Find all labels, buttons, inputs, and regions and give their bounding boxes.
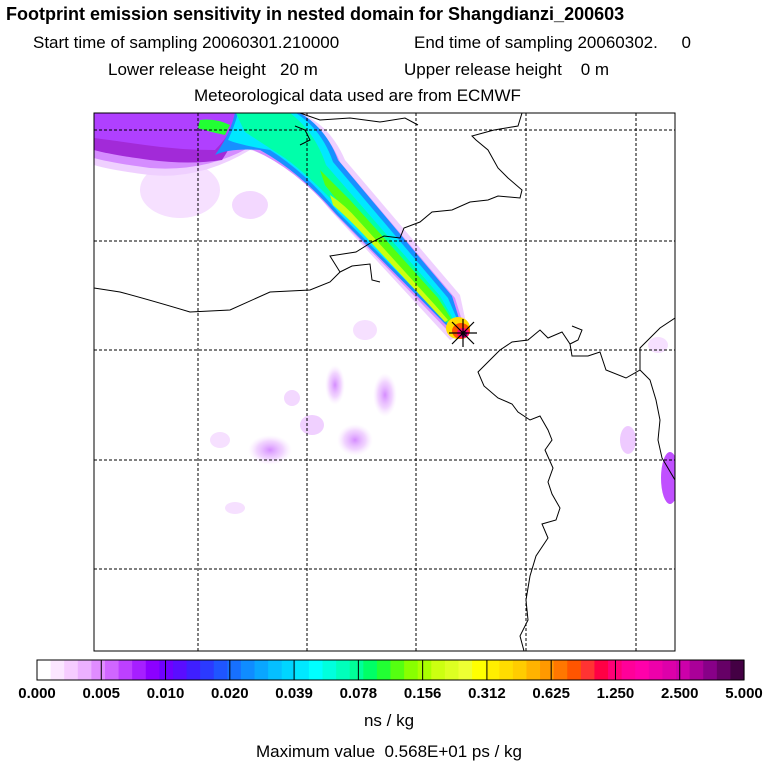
colorbar-cell (526, 660, 541, 680)
upper-release-height-label: Upper release height 0 m (404, 60, 610, 79)
colorbar-tick-label: 0.156 (403, 685, 442, 702)
colorbar-cells (37, 660, 745, 680)
colorbar-cell (64, 660, 79, 680)
colorbar-cell (77, 660, 92, 680)
colorbar-cell (621, 660, 636, 680)
colorbar-cell (200, 660, 215, 680)
colorbar-cell (349, 660, 364, 680)
colorbar-cell (240, 660, 256, 680)
coastlines (94, 113, 675, 651)
colorbar-cell (472, 660, 487, 680)
colorbar-cell (254, 660, 269, 680)
colorbar-cell (458, 660, 473, 680)
colorbar-cell (594, 660, 609, 680)
colorbar-cell (172, 660, 188, 680)
colorbar-cell (553, 660, 568, 680)
colorbar-tick-label: 1.250 (596, 685, 635, 702)
colorbar-frame (36, 659, 745, 681)
colorbar-cell (676, 660, 691, 680)
colorbar-cell (37, 660, 52, 680)
colorbar-cell (213, 660, 228, 680)
plot-title: Footprint emission sensitivity in nested… (6, 4, 625, 24)
lower-release-height-label: Lower release height 20 m (108, 60, 318, 79)
colorbar-cell (322, 660, 337, 680)
colorbar-cell (662, 660, 677, 680)
colorbar-cell (336, 660, 351, 680)
colorbar-cell (281, 660, 296, 680)
end-time-label: End time of sampling 20060302. 0 (414, 33, 691, 52)
map-frame (93, 112, 676, 652)
maximum-value-label: Maximum value 0.568E+01 ps / kg (256, 742, 522, 761)
colorbar-cell (417, 660, 432, 680)
colorbar-cell (50, 660, 65, 680)
colorbar-cell (689, 660, 704, 680)
colorbar-cell (295, 660, 310, 680)
colorbar-tick-label: 0.312 (468, 685, 506, 702)
colorbar-cell (567, 660, 582, 680)
colorbar-tick-label: 0.625 (532, 685, 570, 702)
colorbar-tick-label: 2.500 (660, 685, 699, 702)
colorbar-tick-label: 0.010 (146, 685, 185, 702)
colorbar-cell (268, 660, 283, 680)
colorbar-cell (145, 660, 160, 680)
colorbar-cell (499, 660, 514, 680)
colorbar-cell (227, 660, 242, 680)
colorbar-units: ns / kg (363, 711, 415, 730)
colorbar-tick-label: 0.020 (211, 685, 249, 702)
colorbar-cell (104, 660, 120, 680)
colorbar-cell (363, 660, 378, 680)
colorbar-cell (648, 660, 664, 680)
colorbar-cell (431, 660, 446, 680)
colorbar-cell (404, 660, 419, 680)
colorbar-cell (485, 660, 500, 680)
start-time-label: Start time of sampling 20060301.210000 (33, 33, 340, 52)
plume-layer (94, 113, 675, 514)
colorbar-cell (390, 660, 405, 680)
colorbar-tick-label: 0.000 (18, 685, 56, 702)
colorbar-cell (730, 660, 745, 680)
colorbar-cell (703, 660, 718, 680)
meteorological-data-label: Meteorological data used are from ECMWF (194, 86, 521, 105)
station-marker-icon (449, 319, 477, 347)
colorbar-tick-label: 0.039 (275, 685, 313, 702)
colorbar-tick-label: 0.078 (339, 685, 378, 702)
colorbar-cell (132, 660, 147, 680)
colorbar-cell (512, 660, 528, 680)
colorbar-cell (376, 660, 392, 680)
colorbar-cell (580, 660, 596, 680)
graticule (94, 113, 675, 651)
colorbar-cell (635, 660, 650, 680)
colorbar-cell (444, 660, 460, 680)
colorbar-cell (716, 660, 732, 680)
colorbar-tick-label: 5.000 (725, 685, 763, 702)
colorbar-tick-label: 0.005 (82, 685, 121, 702)
colorbar-cell (540, 660, 555, 680)
colorbar-cell (159, 660, 174, 680)
colorbar-dividers (100, 660, 681, 680)
colorbar-cell (91, 660, 106, 680)
colorbar-cell (308, 660, 324, 680)
colorbar-cell (118, 660, 133, 680)
sensitivity-patches (140, 162, 675, 514)
colorbar-cell (186, 660, 201, 680)
